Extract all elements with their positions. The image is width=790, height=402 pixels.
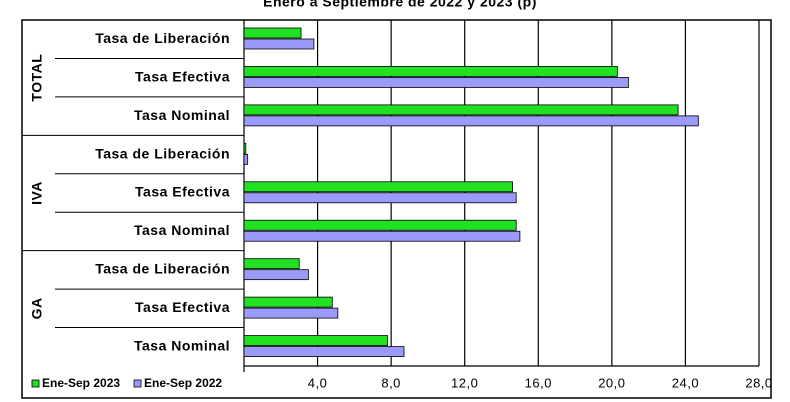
legend-label: Ene-Sep 2023 <box>42 376 120 390</box>
bar <box>243 104 679 116</box>
x-tick-label: 28,0 <box>745 375 772 390</box>
legend-swatch <box>31 379 40 388</box>
legend-label: Ene-Sep 2022 <box>144 376 222 390</box>
x-tick-label: 4,0 <box>308 375 328 390</box>
category-label: Tasa Nominal <box>134 107 230 123</box>
x-tick-label: 8,0 <box>381 375 401 390</box>
bar <box>243 181 513 193</box>
bar <box>243 153 249 165</box>
x-tick-label: 24,0 <box>672 375 699 390</box>
group-label: IVA <box>29 181 45 205</box>
bar <box>243 335 388 346</box>
category-label: Tasa Nominal <box>134 337 230 353</box>
bar <box>243 346 405 357</box>
bar <box>243 38 315 50</box>
category-label: Tasa de Liberación <box>95 145 230 161</box>
bar <box>243 307 339 319</box>
x-tick-label: 20,0 <box>598 375 625 390</box>
bar <box>243 66 618 77</box>
x-tick-label: 12,0 <box>451 375 478 390</box>
bar <box>243 27 302 39</box>
group-label: TOTAL <box>29 54 45 102</box>
category-label: Tasa de Liberación <box>95 30 230 46</box>
bar <box>243 269 309 281</box>
category-label: Tasa Nominal <box>134 222 230 238</box>
category-label: Tasa Efectiva <box>135 299 230 315</box>
legend-swatch <box>133 379 142 388</box>
group-label: GA <box>29 297 45 319</box>
bar <box>243 296 333 308</box>
category-label: Tasa Efectiva <box>135 184 230 200</box>
frame <box>21 19 772 399</box>
bar <box>243 115 699 127</box>
bar <box>243 258 300 270</box>
chart-title: Enero a Septiembre de 2022 y 2023 (p) <box>263 0 537 10</box>
x-tick-label: 16,0 <box>525 375 552 390</box>
bar <box>243 219 517 231</box>
bar <box>243 192 517 204</box>
category-label: Tasa Efectiva <box>135 68 230 84</box>
bar <box>243 230 521 242</box>
category-label: Tasa de Liberación <box>95 261 230 277</box>
bar <box>243 77 629 88</box>
bar <box>243 142 247 154</box>
